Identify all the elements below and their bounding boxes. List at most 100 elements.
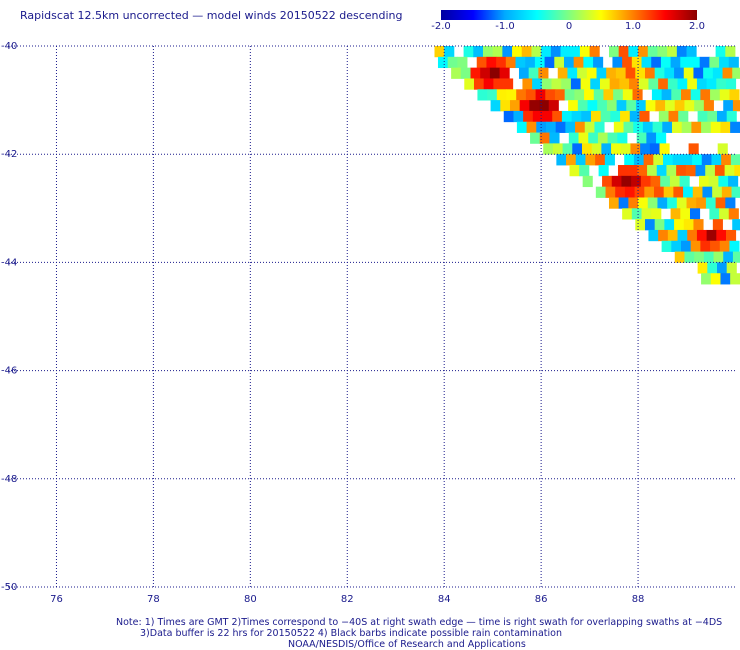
wind-difference-cell xyxy=(709,56,720,69)
wind-difference-cell xyxy=(711,154,722,166)
wind-difference-cell xyxy=(710,273,721,285)
wind-difference-cell xyxy=(725,229,737,242)
wind-difference-cell xyxy=(516,121,527,133)
wind-difference-cell xyxy=(618,46,629,58)
wind-difference-cell xyxy=(734,165,740,177)
wind-difference-cell xyxy=(667,46,678,58)
wind-difference-cell xyxy=(500,100,511,112)
wind-difference-cell xyxy=(621,175,632,188)
wind-difference-cell xyxy=(672,154,683,166)
wind-difference-cell xyxy=(608,197,620,209)
wind-difference-cell xyxy=(653,186,665,198)
footnote-line-2: 3)Data buffer is 22 hrs for 20150522 4) … xyxy=(140,628,562,639)
wind-difference-cell xyxy=(595,186,606,198)
wind-difference-cell xyxy=(634,186,645,198)
wind-difference-cell xyxy=(525,56,536,69)
wind-difference-cell xyxy=(487,89,498,101)
wind-difference-cell xyxy=(667,197,678,209)
wind-difference-cell xyxy=(444,46,455,58)
wind-difference-cell xyxy=(499,67,510,79)
wind-difference-cell xyxy=(725,197,736,209)
wind-difference-cell xyxy=(654,219,665,231)
wind-difference-cell xyxy=(625,67,636,79)
wind-difference-cell xyxy=(646,132,657,144)
wind-difference-cell xyxy=(694,251,705,263)
wind-difference-cell xyxy=(619,78,630,90)
wind-difference-cell xyxy=(588,132,599,144)
wind-difference-cell xyxy=(712,186,723,198)
wind-difference-cell xyxy=(662,121,673,133)
wind-difference-cell xyxy=(548,100,559,112)
wind-difference-cell xyxy=(618,197,629,209)
wind-difference-cell xyxy=(670,208,681,220)
wind-difference-cell xyxy=(688,143,699,155)
wind-difference-cell xyxy=(598,165,609,177)
wind-difference-cell xyxy=(669,175,681,188)
wind-difference-cell xyxy=(572,143,583,155)
chart-title: Rapidscat 12.5km uncorrected — model win… xyxy=(20,9,403,22)
wind-difference-cell xyxy=(686,197,697,209)
wind-difference-cell xyxy=(649,143,660,155)
wind-difference-cell xyxy=(605,186,616,198)
wind-difference-cell xyxy=(521,46,532,58)
wind-difference-cell xyxy=(620,143,631,155)
wind-difference-cell xyxy=(723,100,734,112)
wind-difference-cell xyxy=(648,78,659,90)
wind-difference-cell xyxy=(628,197,639,209)
wind-difference-cell xyxy=(701,121,712,133)
wind-difference-cell xyxy=(708,175,719,188)
wind-difference-cell xyxy=(563,56,575,69)
y-tick-label: -48 xyxy=(1,474,17,485)
wind-difference-cell xyxy=(550,46,561,58)
wind-difference-cell xyxy=(611,143,622,155)
wind-difference-cell xyxy=(611,175,622,188)
wind-difference-cell xyxy=(539,100,550,112)
wind-difference-cell xyxy=(600,110,611,123)
wind-difference-cell xyxy=(705,165,716,177)
wind-difference-cell xyxy=(647,165,658,177)
wind-difference-cell xyxy=(544,56,555,69)
wind-difference-cell xyxy=(578,132,589,144)
wind-difference-cell xyxy=(579,46,590,58)
wind-difference-cell xyxy=(690,89,701,101)
wind-difference-cell xyxy=(660,175,671,188)
wind-difference-cell xyxy=(683,219,694,231)
wind-difference-cell xyxy=(701,154,712,166)
wind-difference-cell xyxy=(519,100,530,112)
wind-difference-cell xyxy=(661,89,672,101)
footnote-credit: NOAA/NESDIS/Office of Research and Appli… xyxy=(288,639,526,650)
wind-difference-cell xyxy=(657,46,668,58)
wind-difference-cell xyxy=(703,251,714,263)
wind-difference-cell xyxy=(693,67,704,79)
wind-difference-cell xyxy=(531,46,542,58)
wind-difference-cell xyxy=(686,46,697,58)
wind-difference-cell xyxy=(476,56,487,69)
wind-difference-cell xyxy=(664,67,675,79)
wind-difference-cell xyxy=(705,197,717,209)
wind-difference-cell xyxy=(674,67,685,79)
wind-difference-cell xyxy=(629,78,640,90)
wind-difference-cell xyxy=(716,262,728,274)
wind-difference-cell xyxy=(526,121,537,133)
y-tick-label: -42 xyxy=(1,149,17,160)
wind-difference-cell xyxy=(593,89,604,101)
wind-difference-cell xyxy=(447,56,458,69)
wind-difference-cell xyxy=(676,165,687,177)
wind-difference-cell xyxy=(647,46,658,58)
y-tick-label: -50 xyxy=(1,582,17,593)
wind-difference-cell xyxy=(569,165,580,177)
wind-difference-cell xyxy=(577,100,588,112)
wind-difference-cell xyxy=(670,56,681,69)
wind-difference-cell xyxy=(529,100,540,112)
wind-difference-cell xyxy=(597,132,609,144)
wind-difference-cell xyxy=(584,121,595,133)
wind-difference-cell xyxy=(594,121,605,133)
wind-difference-cell xyxy=(665,100,676,112)
wind-difference-cell xyxy=(603,89,614,101)
wind-difference-cell xyxy=(663,186,674,198)
wind-difference-cell xyxy=(658,229,669,242)
wind-difference-cell xyxy=(696,197,707,209)
wind-difference-cell xyxy=(660,56,672,69)
wind-difference-cell xyxy=(667,229,678,242)
